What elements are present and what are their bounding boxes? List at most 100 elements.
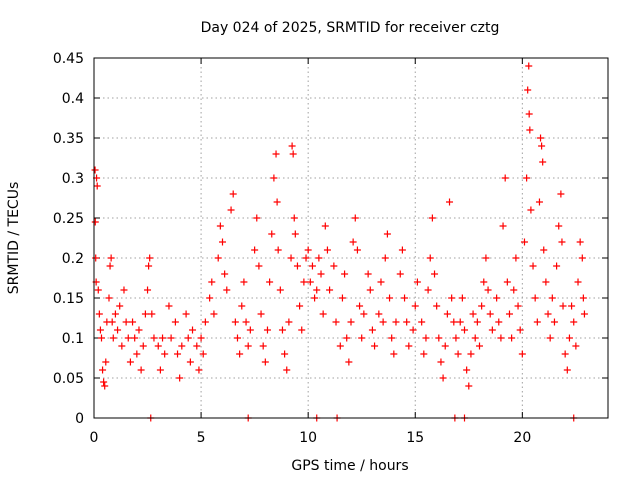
data-point <box>167 334 175 342</box>
y-tick-label: 0.05 <box>53 371 84 387</box>
data-point <box>109 334 117 342</box>
data-point <box>114 326 122 334</box>
data-point <box>424 286 432 294</box>
data-point <box>518 350 526 358</box>
data-point <box>510 286 518 294</box>
data-point <box>375 310 383 318</box>
data-point <box>558 238 566 246</box>
data-point <box>383 230 391 238</box>
data-point <box>214 254 222 262</box>
data-point <box>461 326 469 334</box>
data-point <box>358 334 366 342</box>
data-point <box>538 142 546 150</box>
data-point <box>290 214 298 222</box>
y-tick-label: 0.2 <box>62 251 84 267</box>
data-point <box>535 198 543 206</box>
chart-title: Day 024 of 2025, SRMTID for receiver czt… <box>201 20 500 36</box>
data-point <box>321 222 329 230</box>
data-point <box>450 318 458 326</box>
data-point <box>146 254 154 262</box>
data-point <box>141 310 149 318</box>
data-point <box>559 302 567 310</box>
data-point <box>154 342 162 350</box>
data-point <box>580 310 588 318</box>
data-point <box>381 254 389 262</box>
data-point <box>555 222 563 230</box>
data-point <box>578 254 586 262</box>
data-point <box>186 358 194 366</box>
data-point <box>458 294 466 302</box>
data-point <box>94 286 102 294</box>
data-point <box>548 294 556 302</box>
data-point <box>503 278 511 286</box>
data-point <box>341 270 349 278</box>
data-point <box>495 318 503 326</box>
data-point <box>91 218 99 226</box>
data-point <box>561 350 569 358</box>
data-point <box>508 334 516 342</box>
x-tick-label: 20 <box>513 430 531 446</box>
data-point <box>499 222 507 230</box>
grid-lines <box>94 58 608 418</box>
data-point <box>336 342 344 350</box>
data-point <box>288 142 296 150</box>
data-point <box>386 294 394 302</box>
data-point <box>456 318 464 326</box>
data-point <box>525 110 533 118</box>
y-tick-label: 0.3 <box>62 171 84 187</box>
data-point <box>332 318 340 326</box>
data-point <box>238 302 246 310</box>
data-point <box>446 198 454 206</box>
data-point <box>246 326 254 334</box>
data-point <box>144 286 152 294</box>
data-point <box>572 342 580 350</box>
data-point <box>326 286 334 294</box>
data-point <box>210 310 218 318</box>
data-point <box>257 310 265 318</box>
data-point <box>281 350 289 358</box>
y-tick-label: 0.15 <box>53 291 84 307</box>
data-point <box>126 358 134 366</box>
data-point <box>546 334 554 342</box>
data-point <box>371 342 379 350</box>
data-point <box>557 190 565 198</box>
data-point <box>118 342 126 350</box>
data-point <box>516 326 524 334</box>
data-point <box>182 310 190 318</box>
data-point <box>437 358 445 366</box>
data-point <box>206 294 214 302</box>
data-point <box>124 334 132 342</box>
data-point <box>100 378 108 386</box>
data-point <box>91 166 99 174</box>
data-point <box>308 262 316 270</box>
data-point <box>330 262 338 270</box>
data-point <box>148 310 156 318</box>
y-axis-label: SRMTID / TECUs <box>6 182 22 295</box>
data-point <box>193 342 201 350</box>
data-point <box>251 246 259 254</box>
data-point <box>544 310 552 318</box>
data-point <box>553 262 561 270</box>
data-point <box>448 294 456 302</box>
data-point <box>360 310 368 318</box>
y-tick-label: 0.4 <box>62 91 84 107</box>
data-point <box>467 350 475 358</box>
data-point <box>244 342 252 350</box>
data-point <box>379 318 387 326</box>
data-point <box>306 278 314 286</box>
data-point <box>242 318 250 326</box>
x-tick-label: 10 <box>299 430 317 446</box>
data-point <box>236 350 244 358</box>
data-point <box>189 326 197 334</box>
data-point <box>304 246 312 254</box>
data-point <box>197 334 205 342</box>
data-point <box>568 302 576 310</box>
data-point <box>411 302 419 310</box>
data-point <box>111 310 119 318</box>
data-point <box>392 318 400 326</box>
data-point <box>563 366 571 374</box>
data-point <box>278 326 286 334</box>
data-point <box>537 134 545 142</box>
data-point <box>289 150 297 158</box>
data-point <box>480 278 488 286</box>
